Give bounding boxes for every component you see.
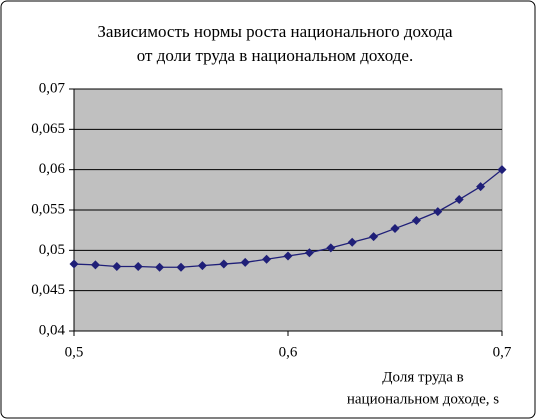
y-tick-label: 0,06 [39,161,66,177]
data-point [326,243,336,253]
data-point [433,207,443,217]
x-axis-label: Доля труда в [382,369,463,385]
data-point [347,237,357,247]
data-point [497,165,507,175]
data-point [476,182,486,192]
y-tick-label: 0,055 [31,201,65,217]
y-tick-label: 0,045 [31,282,65,298]
data-point [90,260,100,270]
x-tick-label: 0,5 [65,344,84,360]
y-tick-label: 0,07 [39,80,66,96]
data-point [133,261,143,271]
chart-title: Зависимость нормы роста национального до… [97,22,453,41]
data-point [454,195,464,205]
data-point [262,254,272,264]
data-point [219,259,229,269]
y-tick-label: 0,065 [31,121,65,137]
data-point [283,251,293,261]
data-point [69,259,79,269]
data-point [197,261,207,271]
data-point [112,261,122,271]
x-axis-label: национальном доходе, s [347,391,499,407]
data-point [176,262,186,272]
data-point [411,215,421,225]
data-point [304,248,314,258]
y-tick-label: 0,05 [39,242,65,258]
chart-title: от доли труда в национальном доходе. [137,46,413,65]
data-point [369,232,379,242]
x-tick-label: 0,7 [493,344,512,360]
data-point [155,262,165,272]
data-point [390,224,400,234]
data-point [240,257,250,267]
y-tick-label: 0,04 [39,322,66,338]
x-tick-label: 0,6 [279,344,298,360]
